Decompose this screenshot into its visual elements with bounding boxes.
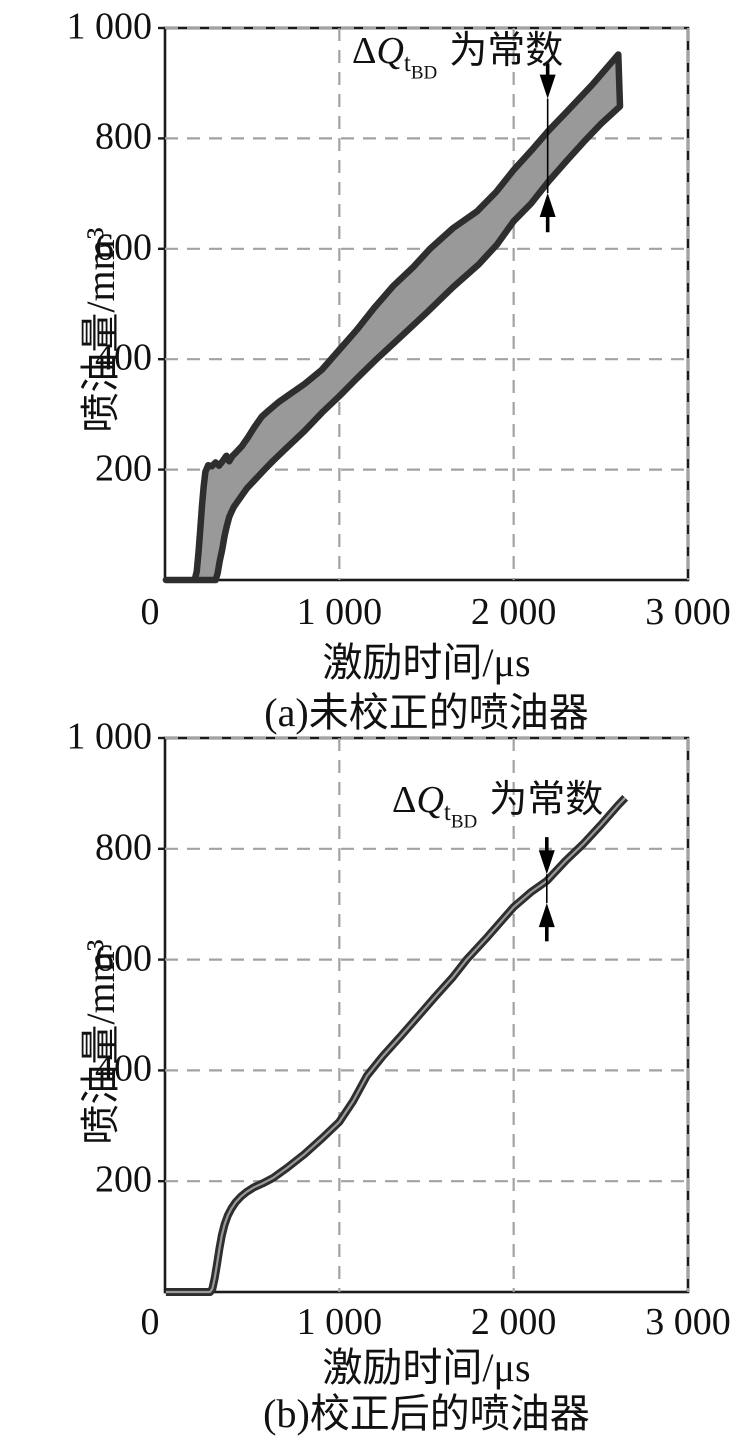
subscript-t: t bbox=[443, 798, 451, 826]
delta-q-arrow bbox=[538, 837, 555, 942]
subscript-bd: BD bbox=[450, 811, 478, 833]
delta-symbol: Δ bbox=[392, 779, 417, 821]
q-symbol: Q bbox=[416, 779, 444, 821]
delta-q-arrow bbox=[539, 63, 556, 233]
chart-a-annotation: ΔQtBD 为常数 bbox=[352, 32, 563, 82]
chart-b-annotation: ΔQtBD 为常数 bbox=[392, 781, 603, 831]
y-tick-marks bbox=[158, 736, 165, 1183]
chart-a-plot-svg bbox=[158, 26, 690, 584]
uncorrected-flow-band bbox=[162, 51, 624, 584]
chart-b-x-axis-title: 激励时间/μs bbox=[322, 1345, 531, 1390]
subscript-t: t bbox=[403, 49, 411, 77]
chart-a-uncorrected-injector: 200 400 600 800 1 000 0 1 000 2 000 3 000 喷油量/mm… bbox=[0, 0, 752, 735]
gridlines bbox=[165, 26, 690, 580]
q-symbol: Q bbox=[376, 30, 404, 72]
chart-b-corrected-injector: 200 400 600 800 1 000 0 1 000 2 000 3 000 喷油量/mm… bbox=[0, 716, 752, 1436]
corrected-flow-curve-core bbox=[165, 797, 626, 1294]
chart-a-caption: (a)未校正的喷油器 bbox=[264, 690, 589, 735]
gridlines bbox=[165, 736, 690, 1292]
chart-a-y-axis-title: 喷油量/mm³ bbox=[78, 227, 123, 433]
annotation-text: 为常数 bbox=[489, 779, 604, 821]
chart-b-y-axis-title: 喷油量/mm³ bbox=[78, 939, 123, 1145]
chart-b-plot-svg bbox=[158, 736, 690, 1296]
chart-b-caption: (b)校正后的喷油器 bbox=[263, 1391, 590, 1436]
delta-symbol: Δ bbox=[352, 30, 377, 72]
annotation-text: 为常数 bbox=[449, 30, 564, 72]
chart-a-x-axis-title: 激励时间/μs bbox=[322, 640, 531, 685]
subscript-bd: BD bbox=[410, 62, 438, 84]
y-tick-marks bbox=[158, 26, 165, 471]
